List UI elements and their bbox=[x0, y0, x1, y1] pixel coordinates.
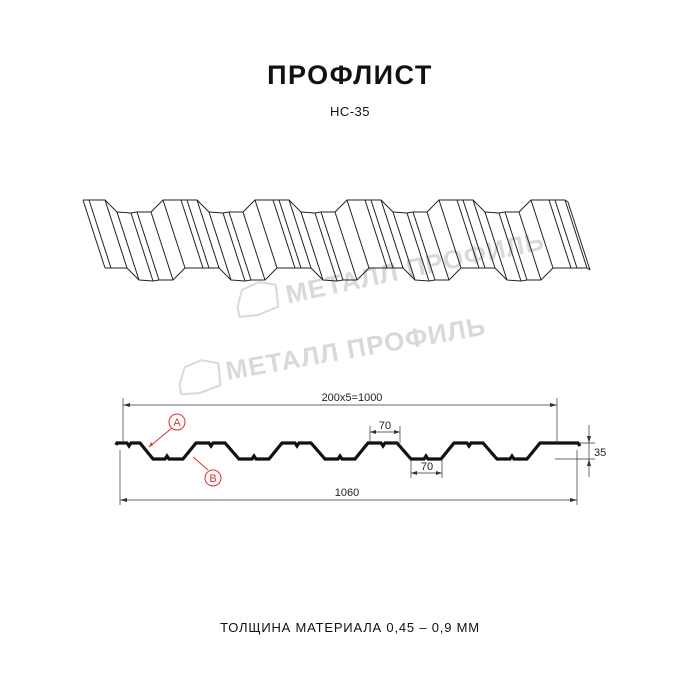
sheet-fold-line bbox=[136, 211, 160, 281]
sheet-fold-line bbox=[548, 199, 572, 269]
sheet-bottom-edge bbox=[105, 267, 591, 282]
arrow-icon bbox=[587, 436, 591, 466]
sheet-fold-line bbox=[104, 199, 128, 269]
sheet-fold-line bbox=[530, 199, 554, 269]
sheet-fold-line bbox=[314, 212, 338, 282]
sheet-fold-line bbox=[208, 211, 232, 281]
sheet-fold-line bbox=[242, 211, 266, 281]
marker-b-label: B bbox=[209, 473, 216, 485]
sheet-fold-line bbox=[272, 199, 296, 269]
sheet-fold-line bbox=[320, 211, 344, 281]
sheet-fold-line bbox=[162, 199, 186, 269]
sheet-fold-line bbox=[300, 211, 324, 281]
material-thickness: ТОЛЩИНА МАТЕРИАЛА 0,45 – 0,9 ММ bbox=[220, 620, 480, 635]
sheet-fold-line bbox=[88, 199, 112, 269]
sheet-fold-line bbox=[346, 199, 370, 269]
sheet-fold-line bbox=[472, 199, 496, 269]
marker-b-circle bbox=[204, 469, 222, 487]
sheet-fold-line bbox=[564, 199, 588, 269]
sheet-fold-line bbox=[180, 199, 204, 269]
sheet-fold-line bbox=[228, 211, 252, 281]
sheet-fold-line bbox=[504, 211, 528, 281]
sheet-fold-line bbox=[456, 199, 480, 269]
sheet-fold-line bbox=[462, 199, 486, 269]
sheet-fold-line bbox=[518, 211, 542, 281]
marker-b-leader bbox=[192, 456, 209, 471]
sheet-fold-line bbox=[278, 199, 302, 269]
marker-a-circle bbox=[168, 413, 186, 431]
pitch-label: 200x5=1000 bbox=[322, 392, 383, 404]
sheet-fold-line bbox=[412, 211, 436, 281]
watermark-logo-icon bbox=[236, 281, 280, 318]
page-title: ПРОФЛИСТ bbox=[267, 60, 433, 90]
sheet-fold-line bbox=[82, 199, 106, 269]
sheet-fold-line bbox=[380, 199, 404, 269]
watermark-logo-icon bbox=[178, 359, 222, 396]
sheet-fold-line bbox=[288, 199, 312, 269]
sheet-fold-line bbox=[406, 212, 430, 282]
sheet-fold-line bbox=[554, 199, 578, 269]
sheet-fold-line bbox=[392, 211, 416, 281]
arrow-icon bbox=[149, 442, 153, 447]
sheet-fold-line bbox=[130, 212, 154, 282]
sheet-fold-line bbox=[438, 199, 462, 269]
watermark-lower: МЕТАЛЛ ПРОФИЛЬ bbox=[178, 311, 488, 396]
height-label: 35 bbox=[594, 447, 606, 459]
watermark-upper: МЕТАЛЛ ПРОФИЛЬ bbox=[236, 225, 547, 318]
sheet-fold-line bbox=[484, 211, 508, 281]
sheet-fold-line bbox=[150, 211, 174, 281]
sheet-fold-line bbox=[186, 199, 210, 269]
valley-width-label: 70 bbox=[421, 461, 433, 473]
total-width-label: 1060 bbox=[335, 487, 359, 499]
profile-cross-section bbox=[114, 441, 582, 461]
sheet-fold-line bbox=[364, 199, 388, 269]
sheet-fold-line bbox=[254, 199, 278, 269]
sheet-fold-line bbox=[334, 211, 358, 281]
marker-a-label: A bbox=[173, 417, 181, 429]
sheet-fold-line bbox=[116, 211, 140, 281]
arrow-icon bbox=[370, 430, 400, 434]
crest-width-label: 70 bbox=[379, 420, 391, 432]
marker-a-leader bbox=[148, 427, 173, 448]
sheet-fold-line bbox=[196, 199, 220, 269]
profiled-sheet-3d-view bbox=[82, 199, 591, 282]
cross-section: 200x5=1000 70 70 35 1060 A B bbox=[114, 392, 606, 505]
sheet-fold-line bbox=[370, 199, 394, 269]
sheet-fold-line bbox=[567, 201, 591, 271]
sheet-fold-line bbox=[426, 211, 450, 281]
sheet-top-edge bbox=[83, 199, 569, 214]
watermark-text: МЕТАЛЛ ПРОФИЛЬ bbox=[223, 311, 488, 386]
sheet-fold-line bbox=[498, 212, 522, 282]
sheet-fold-line bbox=[222, 212, 246, 282]
product-code: НС-35 bbox=[329, 104, 371, 119]
